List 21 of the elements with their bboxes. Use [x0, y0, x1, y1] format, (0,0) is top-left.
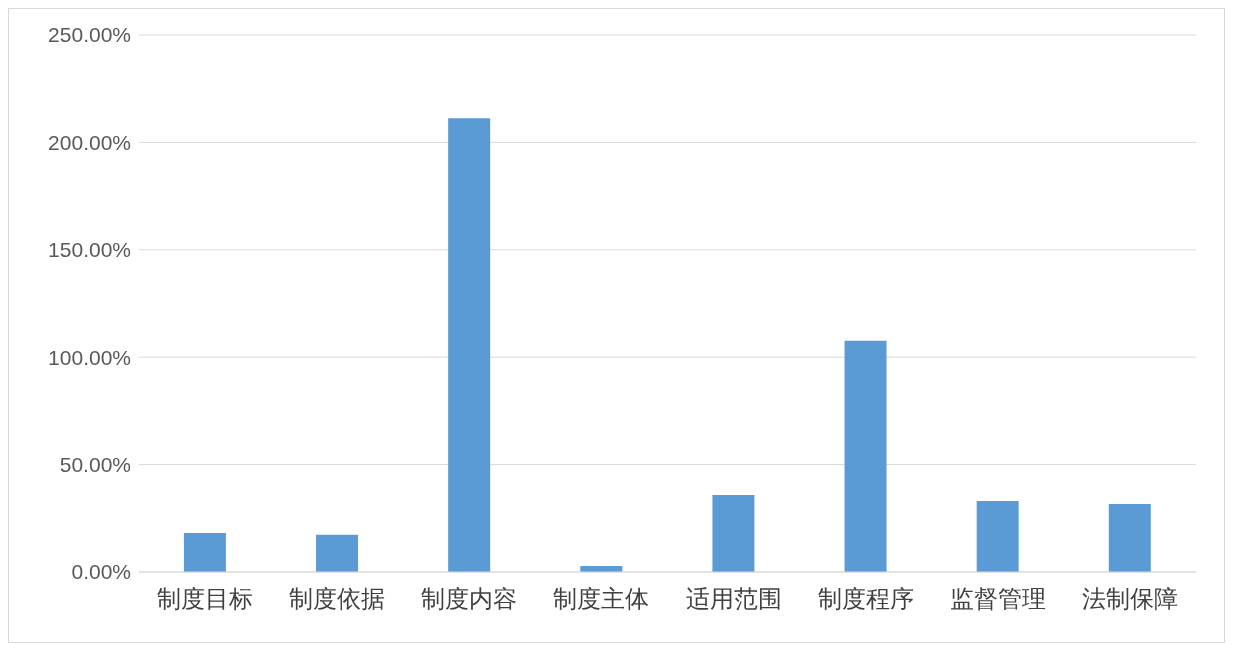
y-tick-label: 250.00% — [48, 23, 131, 47]
bar — [1108, 503, 1151, 572]
bar — [448, 118, 491, 572]
bar — [183, 532, 226, 572]
y-tick-label: 150.00% — [48, 238, 131, 262]
x-tick-label: 监督管理 — [949, 586, 1046, 613]
bar — [844, 340, 887, 572]
bar — [976, 500, 1019, 572]
x-tick-label: 制度依据 — [289, 586, 386, 613]
y-tick-label: 100.00% — [48, 345, 131, 369]
x-tick-label: 制度内容 — [421, 586, 518, 613]
y-tick-label: 0.00% — [71, 560, 131, 584]
bar — [316, 534, 359, 572]
x-tick-label: 制度目标 — [157, 586, 254, 613]
y-tick-label: 200.00% — [48, 130, 131, 154]
x-tick-label: 法制保障 — [1081, 586, 1178, 613]
x-tick-label: 制度程序 — [817, 586, 914, 613]
bar — [712, 494, 755, 572]
x-tick-label: 适用范围 — [685, 586, 782, 613]
y-tick-label: 50.00% — [59, 453, 131, 477]
x-tick-label: 制度主体 — [553, 586, 650, 613]
